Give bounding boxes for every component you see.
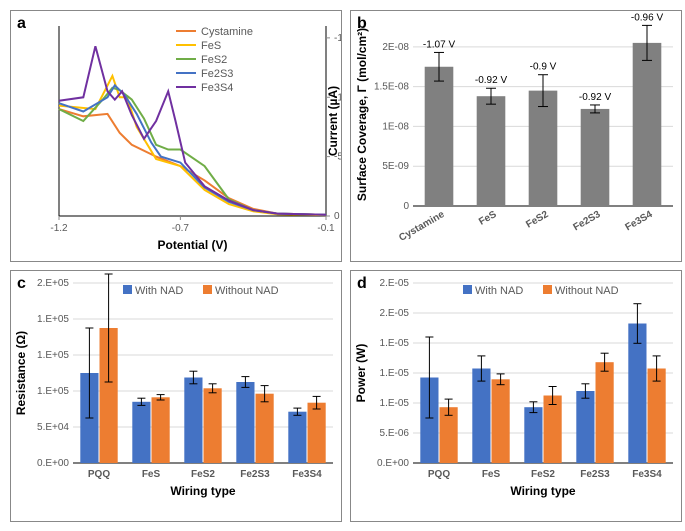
- chart-c: 0.E+00 5.E+04 1.E+05 1.E+05 1.E+05 2.E+05 With…: [11, 271, 341, 521]
- panel-c-label: c: [17, 275, 26, 293]
- svg-text:2E-08: 2E-08: [382, 42, 409, 53]
- svg-text:Surface Coverage, Γ (mol/cm²): Surface Coverage, Γ (mol/cm²): [355, 28, 369, 201]
- svg-text:FeS: FeS: [142, 469, 161, 480]
- svg-text:Resistance (Ω): Resistance (Ω): [14, 331, 28, 415]
- svg-text:With NAD: With NAD: [475, 285, 523, 297]
- svg-text:Current (µA): Current (µA): [326, 86, 340, 156]
- svg-text:1.E+05: 1.E+05: [37, 350, 69, 361]
- svg-text:0.E+00: 0.E+00: [37, 458, 69, 469]
- panel-a: a -1.2-0.7-0.10-5-10-15CystamineFeSFeS2F…: [10, 10, 342, 262]
- svg-text:-15: -15: [334, 33, 341, 44]
- svg-text:2.E+05: 2.E+05: [37, 278, 69, 289]
- svg-text:5.E-06: 5.E-06: [380, 428, 410, 439]
- svg-text:FeS: FeS: [201, 40, 221, 52]
- panel-b-label: b: [357, 15, 367, 33]
- svg-text:FeS2: FeS2: [191, 469, 215, 480]
- panel-b: b 0 5E-09 1E-08 1.5E-08 2E-08 -1.07 V Cystamin…: [350, 10, 682, 262]
- svg-text:1.E-05: 1.E-05: [380, 338, 410, 349]
- svg-text:Fe3S4: Fe3S4: [632, 469, 662, 480]
- svg-text:-0.7: -0.7: [172, 223, 190, 234]
- svg-text:1.5E-08: 1.5E-08: [374, 82, 409, 93]
- svg-text:1.E-05: 1.E-05: [380, 368, 410, 379]
- svg-text:0.E+00: 0.E+00: [377, 458, 409, 469]
- svg-text:FeS2: FeS2: [524, 209, 551, 231]
- svg-text:Without NAD: Without NAD: [555, 285, 619, 297]
- svg-text:1E-08: 1E-08: [382, 121, 409, 132]
- chart-b: 0 5E-09 1E-08 1.5E-08 2E-08 -1.07 V Cystamine -…: [351, 11, 681, 261]
- svg-text:-0.1: -0.1: [317, 223, 335, 234]
- svg-text:PQQ: PQQ: [88, 469, 110, 480]
- svg-text:Cystamine: Cystamine: [397, 209, 447, 244]
- svg-text:With NAD: With NAD: [135, 285, 183, 297]
- svg-text:Power (W): Power (W): [354, 344, 368, 403]
- svg-text:Fe3S4: Fe3S4: [201, 82, 233, 94]
- svg-text:-1.2: -1.2: [50, 223, 68, 234]
- svg-text:-1.07 V: -1.07 V: [423, 39, 456, 50]
- svg-text:Fe2S3: Fe2S3: [201, 68, 233, 80]
- svg-text:0: 0: [403, 201, 409, 212]
- svg-text:Fe2S3: Fe2S3: [240, 469, 270, 480]
- svg-text:Fe2S3: Fe2S3: [571, 209, 602, 233]
- panel-a-label: a: [17, 15, 26, 33]
- svg-text:Fe3S4: Fe3S4: [292, 469, 322, 480]
- svg-text:-0.92 V: -0.92 V: [475, 75, 508, 86]
- chart-d: 0.E+00 5.E-06 1.E-05 1.E-05 1.E-05 2.E-05 2.E-…: [351, 271, 681, 521]
- svg-text:Fe2S3: Fe2S3: [580, 469, 610, 480]
- svg-text:0: 0: [334, 211, 340, 222]
- svg-text:1.E+05: 1.E+05: [37, 314, 69, 325]
- panel-c: c 0.E+00 5.E+04 1.E+05 1.E+05 1.E+05 2.E+05 Wi…: [10, 270, 342, 522]
- svg-text:-0.96 V: -0.96 V: [631, 12, 664, 23]
- chart-a: -1.2-0.7-0.10-5-10-15CystamineFeSFeS2Fe2…: [11, 11, 341, 261]
- svg-text:Wiring type: Wiring type: [510, 484, 576, 498]
- svg-text:2.E-05: 2.E-05: [380, 308, 410, 319]
- svg-text:1.E-05: 1.E-05: [380, 398, 410, 409]
- svg-text:2.E-05: 2.E-05: [380, 278, 410, 289]
- svg-text:PQQ: PQQ: [428, 469, 450, 480]
- svg-text:FeS2: FeS2: [531, 469, 555, 480]
- svg-text:Fe3S4: Fe3S4: [623, 209, 654, 233]
- svg-text:FeS2: FeS2: [201, 54, 227, 66]
- panel-d-label: d: [357, 275, 367, 293]
- svg-text:Without NAD: Without NAD: [215, 285, 279, 297]
- svg-text:FeS: FeS: [482, 469, 501, 480]
- svg-text:1.E+05: 1.E+05: [37, 386, 69, 397]
- svg-text:FeS: FeS: [477, 209, 499, 228]
- svg-text:Potential (V): Potential (V): [157, 238, 227, 252]
- svg-text:Cystamine: Cystamine: [201, 26, 253, 38]
- svg-text:-0.9 V: -0.9 V: [530, 62, 557, 73]
- svg-text:-0.92 V: -0.92 V: [579, 92, 612, 103]
- svg-text:5.E+04: 5.E+04: [37, 422, 69, 433]
- svg-text:Wiring type: Wiring type: [170, 484, 236, 498]
- svg-text:5E-09: 5E-09: [382, 161, 409, 172]
- panel-d: d 0.E+00 5.E-06 1.E-05 1.E-05 1.E-05 2.E-05 2.…: [350, 270, 682, 522]
